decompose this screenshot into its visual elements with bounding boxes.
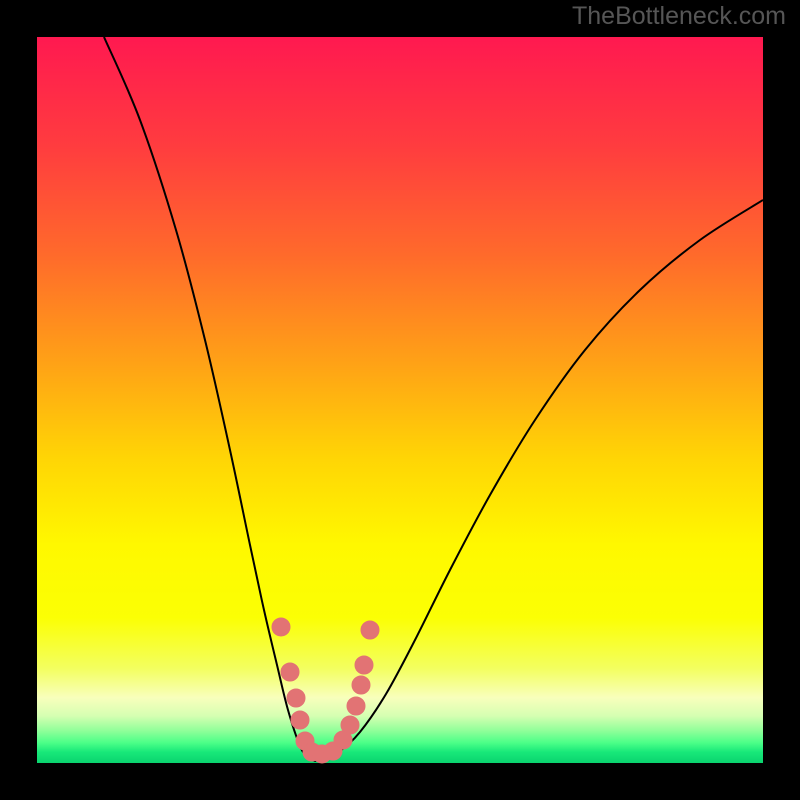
chart-stage: TheBottleneck.com #ff1950 #0ad46f #00000… (0, 0, 800, 800)
data-marker (272, 618, 290, 636)
watermark-text: TheBottleneck.com (572, 2, 786, 31)
data-marker (287, 689, 305, 707)
data-marker (291, 711, 309, 729)
data-marker (341, 716, 359, 734)
data-marker (347, 697, 365, 715)
data-marker (281, 663, 299, 681)
data-marker (355, 656, 373, 674)
bottleneck-curve-chart (0, 0, 800, 800)
plot-background-gradient (37, 37, 763, 763)
data-marker (352, 676, 370, 694)
data-marker (361, 621, 379, 639)
